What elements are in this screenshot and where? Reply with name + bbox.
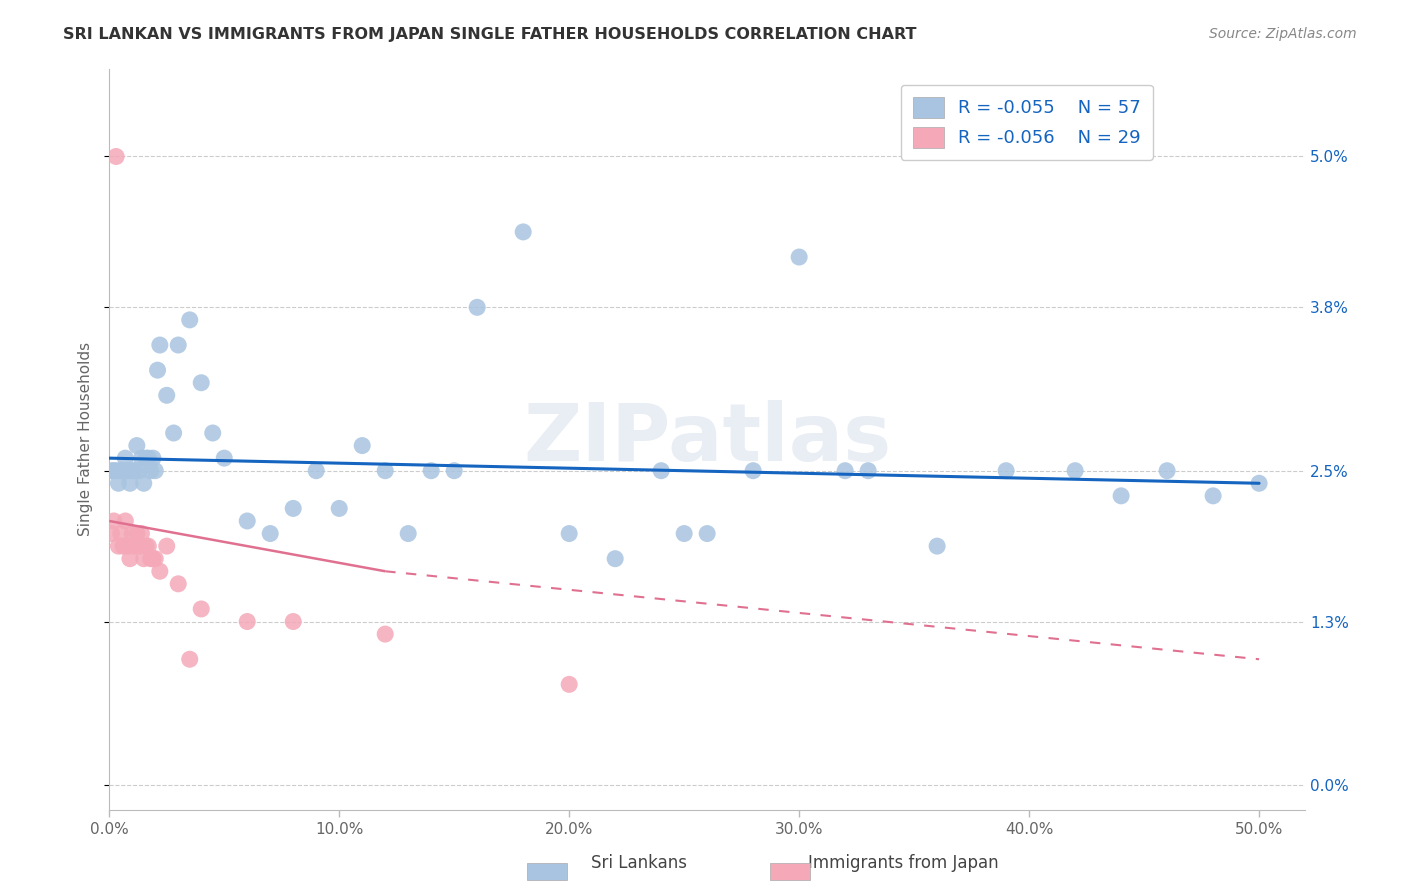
Point — [110, 464, 132, 478]
Point — [374, 627, 396, 641]
Point — [420, 464, 443, 478]
Point — [834, 464, 856, 478]
Point — [190, 376, 212, 390]
Point — [1202, 489, 1225, 503]
Point — [146, 363, 169, 377]
Point — [103, 514, 125, 528]
Text: Sri Lankans: Sri Lankans — [591, 855, 686, 872]
Point — [135, 539, 157, 553]
Point — [352, 439, 374, 453]
Point — [742, 464, 765, 478]
Point — [110, 526, 132, 541]
Point — [131, 451, 153, 466]
Point — [995, 464, 1018, 478]
Point — [121, 464, 143, 478]
Point — [558, 526, 581, 541]
Point — [128, 464, 150, 478]
Point — [179, 652, 201, 666]
Point — [283, 615, 305, 629]
Point — [105, 464, 128, 478]
Point — [143, 464, 166, 478]
Point — [118, 476, 141, 491]
Point — [1156, 464, 1178, 478]
Point — [236, 514, 259, 528]
Point — [396, 526, 419, 541]
Point — [114, 514, 136, 528]
Point — [125, 526, 148, 541]
Point — [124, 464, 146, 478]
Point — [112, 539, 135, 553]
Point — [107, 476, 129, 491]
Point — [121, 526, 143, 541]
Text: Source: ZipAtlas.com: Source: ZipAtlas.com — [1209, 27, 1357, 41]
Point — [212, 451, 235, 466]
Point — [107, 539, 129, 553]
Point — [149, 338, 172, 352]
Point — [139, 464, 162, 478]
Point — [118, 551, 141, 566]
Point — [135, 451, 157, 466]
Point — [1109, 489, 1132, 503]
Point — [443, 464, 465, 478]
Point — [673, 526, 696, 541]
Point — [117, 464, 139, 478]
Point — [1064, 464, 1087, 478]
Point — [696, 526, 718, 541]
Point — [650, 464, 672, 478]
Point — [167, 338, 190, 352]
Point — [179, 313, 201, 327]
Point — [283, 501, 305, 516]
Point — [927, 539, 949, 553]
Point — [142, 551, 165, 566]
Point — [132, 551, 155, 566]
Legend: R = -0.055    N = 57, R = -0.056    N = 29: R = -0.055 N = 57, R = -0.056 N = 29 — [901, 85, 1153, 160]
Point — [105, 149, 128, 163]
Point — [259, 526, 281, 541]
Point — [305, 464, 328, 478]
Point — [201, 425, 224, 440]
Y-axis label: Single Father Households: Single Father Households — [79, 343, 93, 536]
Point — [112, 464, 135, 478]
Point — [132, 476, 155, 491]
Point — [236, 615, 259, 629]
Point — [103, 464, 125, 478]
Point — [138, 451, 160, 466]
Point — [787, 250, 810, 264]
Point — [167, 577, 190, 591]
Point — [605, 551, 627, 566]
Point — [117, 539, 139, 553]
Point — [139, 551, 162, 566]
Point — [156, 539, 179, 553]
Point — [374, 464, 396, 478]
Point — [190, 602, 212, 616]
Text: SRI LANKAN VS IMMIGRANTS FROM JAPAN SINGLE FATHER HOUSEHOLDS CORRELATION CHART: SRI LANKAN VS IMMIGRANTS FROM JAPAN SING… — [63, 27, 917, 42]
Point — [125, 439, 148, 453]
Point — [328, 501, 350, 516]
Text: Immigrants from Japan: Immigrants from Japan — [808, 855, 1000, 872]
Point — [100, 464, 122, 478]
Point — [1249, 476, 1271, 491]
Point — [128, 539, 150, 553]
Point — [124, 539, 146, 553]
Point — [100, 526, 122, 541]
Point — [138, 539, 160, 553]
Point — [142, 451, 165, 466]
Point — [149, 564, 172, 578]
Point — [156, 388, 179, 402]
Point — [143, 551, 166, 566]
Point — [465, 301, 488, 315]
Point — [131, 526, 153, 541]
Point — [558, 677, 581, 691]
Text: ZIPatlas: ZIPatlas — [523, 401, 891, 478]
Point — [512, 225, 534, 239]
Point — [856, 464, 879, 478]
Point — [114, 451, 136, 466]
Point — [162, 425, 184, 440]
